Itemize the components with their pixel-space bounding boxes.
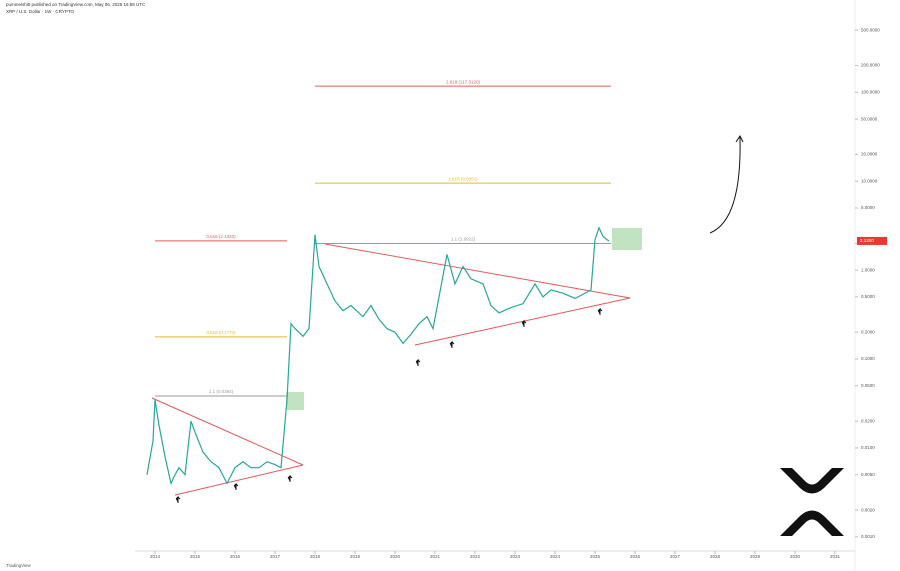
x-tick-label: 2020 bbox=[390, 554, 401, 559]
fib-label: 1.1 (0.0384) bbox=[209, 389, 234, 394]
highlight-box bbox=[612, 228, 642, 250]
x-tick-label: 2025 bbox=[590, 554, 601, 559]
fib-label: 0.618 (2.1323) bbox=[206, 234, 236, 239]
y-tick-label: 0.0200 bbox=[861, 418, 875, 423]
publisher: pummelshitt published on TradingView.com… bbox=[6, 2, 146, 7]
last-price-box bbox=[857, 236, 887, 245]
y-tick-label: 200.0000 bbox=[861, 63, 880, 68]
x-tick-label: 2027 bbox=[670, 554, 681, 559]
x-tick-label: 2023 bbox=[510, 554, 521, 559]
fib-label: 1.618 (9.5052) bbox=[448, 176, 478, 181]
xrp-logo bbox=[780, 468, 844, 536]
y-tick-label: 20.0000 bbox=[861, 152, 878, 157]
y-tick-label: 0.0100 bbox=[861, 445, 875, 450]
y-tick-label: 5.0000 bbox=[861, 205, 875, 210]
y-tick-label: 100.0000 bbox=[861, 89, 880, 94]
x-tick-label: 2017 bbox=[270, 554, 281, 559]
y-tick-label: 0.1000 bbox=[861, 356, 875, 361]
curved-arrow bbox=[709, 135, 744, 234]
watermark: TradingView bbox=[6, 563, 32, 568]
y-tick-label: 10.0000 bbox=[861, 178, 878, 183]
symbol: XRP / U.S. Dollar · 1W · CRYPTO bbox=[6, 9, 75, 14]
y-tick-label: 50.0000 bbox=[861, 116, 878, 121]
x-tick-label: 2031 bbox=[830, 554, 841, 559]
x-tick-label: 2016 bbox=[230, 554, 241, 559]
y-tick-label: 0.0050 bbox=[861, 472, 875, 477]
x-tick-label: 2028 bbox=[710, 554, 721, 559]
x-tick-label: 2029 bbox=[750, 554, 761, 559]
fib-label: 1.1 (1.9922) bbox=[451, 237, 476, 242]
price-line bbox=[146, 226, 610, 486]
y-tick-label: 0.0010 bbox=[861, 534, 875, 539]
x-tick-label: 2026 bbox=[630, 554, 641, 559]
x-tick-label: 2018 bbox=[310, 554, 321, 559]
x-tick-label: 2030 bbox=[790, 554, 801, 559]
last-price-label: 2.1300 bbox=[860, 238, 874, 243]
y-tick-label: 1.0000 bbox=[861, 267, 875, 272]
y-tick-label: 0.0020 bbox=[861, 507, 875, 512]
y-tick-label: 0.2000 bbox=[861, 329, 875, 334]
x-tick-label: 2022 bbox=[470, 554, 481, 559]
fib-label: 2.618 (117.3120) bbox=[446, 79, 480, 84]
y-tick-label: 0.0500 bbox=[861, 383, 875, 388]
x-tick-label: 2024 bbox=[550, 554, 561, 559]
y-tick-label: 500.0000 bbox=[861, 27, 880, 32]
x-tick-label: 2015 bbox=[190, 554, 201, 559]
x-tick-label: 2014 bbox=[150, 554, 161, 559]
y-tick-label: 0.5000 bbox=[861, 294, 875, 299]
trendlines bbox=[151, 243, 631, 496]
highlight-box bbox=[286, 392, 304, 410]
fib-label: 0.618 (0.1774) bbox=[206, 330, 236, 335]
x-tick-label: 2021 bbox=[430, 554, 441, 559]
arrows bbox=[175, 307, 603, 503]
x-tick-label: 2019 bbox=[350, 554, 361, 559]
